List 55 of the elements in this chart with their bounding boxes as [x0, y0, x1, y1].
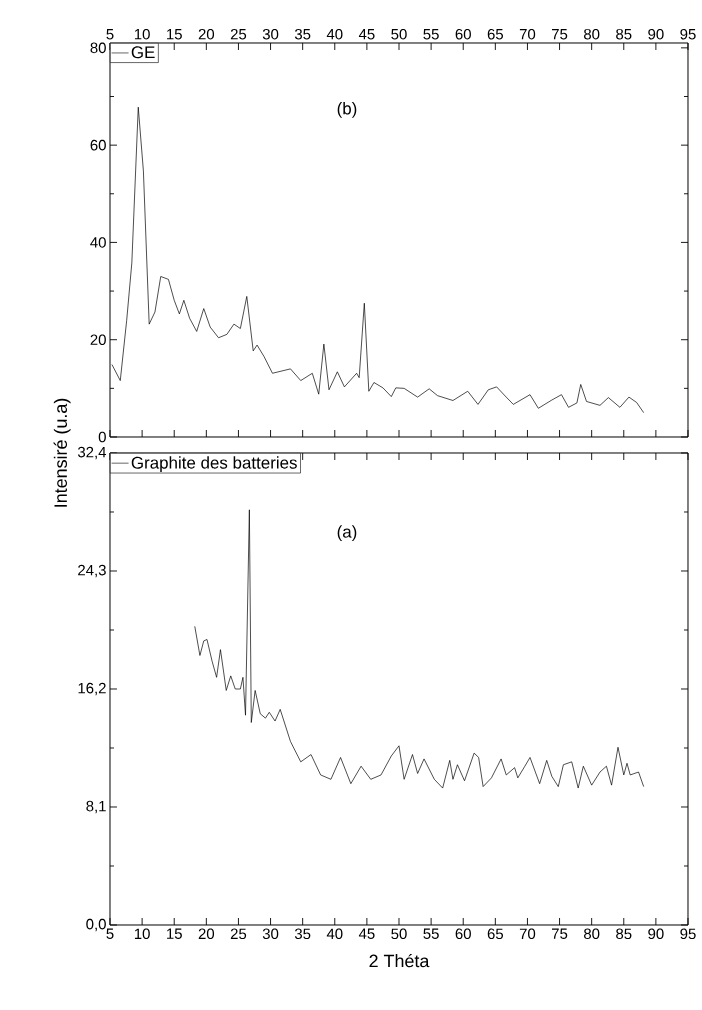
x-tick-label: 45 [358, 928, 375, 939]
x-tick-label: 55 [423, 29, 439, 40]
x-tick-label: 30 [262, 28, 279, 40]
x-tick-label: 80 [584, 28, 600, 40]
x-tick-label: 70 [519, 28, 536, 40]
annotation: (a) [337, 525, 357, 542]
x-tick-label: 60 [455, 28, 471, 40]
y-tick-label: 16,2 [78, 682, 106, 696]
x-tick-label: 90 [648, 28, 664, 40]
x-tick-label: 25 [230, 928, 247, 940]
x-tick-label: 45 [358, 29, 375, 40]
x-tick-label: 5 [106, 29, 114, 40]
annotation: (b) [337, 102, 357, 118]
x-tick-label: 25 [230, 28, 247, 40]
x-axis-title: 2 Théta [369, 953, 430, 968]
x-tick-label: 90 [648, 928, 664, 940]
x-tick-label: 40 [326, 928, 343, 940]
x-tick-label: 50 [391, 928, 407, 940]
x-tick-label: 35 [294, 928, 311, 940]
x-tick-label: 10 [134, 28, 150, 40]
x-tick-label: 40 [326, 28, 343, 40]
x-tick-label: 20 [198, 28, 215, 40]
x-tick-label: 50 [391, 28, 407, 40]
y-tick-label: 24,3 [78, 564, 106, 578]
y-tick-label: 80 [90, 42, 106, 54]
line-series [194, 509, 645, 789]
x-tick-label: 5 [106, 928, 114, 939]
x-tick-label: 85 [616, 28, 632, 40]
x-tick-label: 15 [167, 928, 182, 939]
x-tick-label: 55 [423, 928, 439, 939]
y-tick-label: 8,1 [86, 800, 106, 814]
y-tick-label: 0 [98, 431, 106, 443]
x-tick-label: 35 [294, 28, 311, 40]
x-tick-label: 75 [552, 29, 568, 40]
x-tick-label: 95 [680, 928, 696, 940]
x-tick-label: 30 [262, 928, 279, 940]
y-tick-label: 32,4 [77, 446, 107, 460]
y-axis-title: Intensiré (u.a) [53, 398, 71, 507]
y-tick-label: 40 [90, 237, 106, 248]
x-tick-label: 20 [198, 928, 215, 940]
x-tick-label: 95 [680, 28, 696, 40]
x-tick-label: 80 [584, 928, 600, 940]
y-tick-label: 60 [90, 139, 106, 151]
x-tick-label: 65 [487, 28, 504, 40]
y-tick-label: 20 [90, 334, 106, 345]
y-tick-label: 0,0 [86, 918, 106, 932]
x-tick-label: 85 [616, 928, 632, 940]
x-tick-label: 15 [167, 29, 182, 40]
x-tick-label: 65 [487, 928, 504, 940]
x-tick-label: 60 [455, 928, 471, 940]
x-tick-label: 70 [519, 928, 536, 940]
legend-label: GE [131, 46, 155, 59]
legend-label: Graphite des batteries [131, 456, 297, 473]
x-tick-label: 75 [552, 928, 568, 939]
x-tick-label: 10 [134, 928, 150, 940]
